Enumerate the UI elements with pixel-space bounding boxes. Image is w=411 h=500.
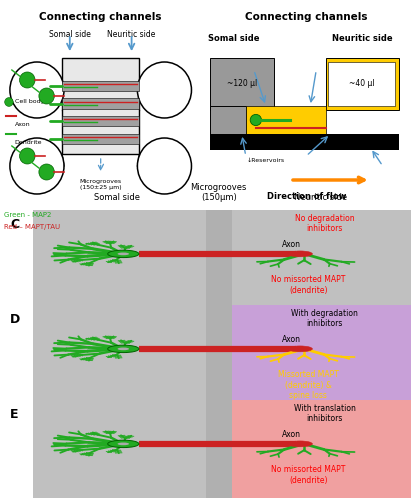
Bar: [62, 98, 139, 109]
Circle shape: [137, 138, 192, 194]
Text: Axon: Axon: [15, 122, 30, 126]
Text: D: D: [10, 313, 21, 326]
Text: No degradation
inhibitors: No degradation inhibitors: [295, 214, 355, 234]
Circle shape: [108, 440, 139, 448]
Bar: [206, 210, 232, 308]
Circle shape: [288, 441, 312, 447]
Bar: [62, 116, 139, 126]
Circle shape: [118, 442, 129, 445]
Bar: [33, 305, 214, 402]
Text: No missorted MAPT
(dendrite): No missorted MAPT (dendrite): [271, 276, 345, 294]
Circle shape: [250, 114, 261, 126]
Text: Axon: Axon: [282, 240, 300, 248]
Bar: [62, 58, 139, 154]
Circle shape: [5, 98, 13, 106]
Text: Missorted MAPT
(dendrite) &
spine loss: Missorted MAPT (dendrite) & spine loss: [278, 370, 339, 400]
Text: With translation
inhibitors: With translation inhibitors: [294, 404, 356, 423]
Text: C: C: [10, 218, 19, 231]
Text: Coverglass: Coverglass: [363, 140, 397, 145]
Text: ~40 µl: ~40 µl: [349, 80, 374, 88]
Text: Green - MAP2: Green - MAP2: [4, 212, 51, 218]
Text: Somal side: Somal side: [94, 193, 140, 202]
Bar: [246, 106, 326, 134]
Text: Red – MAPT/TAU: Red – MAPT/TAU: [4, 224, 60, 230]
Text: Microgrooves
(150µm): Microgrooves (150µm): [190, 183, 247, 202]
Bar: [210, 106, 246, 134]
Text: E: E: [10, 408, 19, 421]
Circle shape: [118, 348, 129, 350]
Circle shape: [20, 148, 35, 164]
Circle shape: [10, 138, 64, 194]
Text: Axon: Axon: [282, 430, 300, 438]
Text: No missorted MAPT
(dendrite): No missorted MAPT (dendrite): [271, 466, 345, 484]
Circle shape: [39, 88, 54, 104]
Text: Microgrooves
(150±25 µm): Microgrooves (150±25 µm): [265, 138, 307, 149]
Bar: [206, 305, 232, 402]
Text: ~120 µl: ~120 µl: [226, 78, 257, 88]
Bar: [62, 134, 139, 144]
Circle shape: [118, 252, 129, 255]
Bar: [62, 81, 139, 91]
Text: Somal side: Somal side: [208, 34, 259, 43]
Bar: [206, 400, 232, 498]
Text: Neuritic side: Neuritic side: [294, 193, 347, 202]
Circle shape: [108, 250, 139, 258]
Bar: [232, 400, 411, 498]
Bar: [328, 62, 395, 106]
Bar: [210, 134, 399, 150]
Bar: [33, 400, 214, 498]
Bar: [326, 58, 399, 110]
Bar: [33, 210, 214, 308]
Text: Cell body: Cell body: [15, 100, 44, 104]
Circle shape: [10, 62, 64, 118]
Bar: [232, 210, 411, 308]
Text: Axon: Axon: [282, 334, 300, 344]
Circle shape: [20, 72, 35, 88]
Text: Microgrooves
(150±25 µm): Microgrooves (150±25 µm): [80, 179, 122, 190]
Circle shape: [137, 62, 192, 118]
Bar: [232, 305, 411, 402]
Bar: [210, 58, 274, 110]
Circle shape: [288, 251, 312, 257]
Text: Neuritic side: Neuritic side: [107, 30, 156, 39]
Circle shape: [108, 345, 139, 352]
Circle shape: [39, 164, 54, 180]
Text: Neuritic side: Neuritic side: [332, 34, 393, 43]
Text: With degradation
inhibitors: With degradation inhibitors: [291, 309, 358, 328]
Text: Somal side: Somal side: [49, 30, 91, 39]
Text: Connecting channels: Connecting channels: [39, 12, 162, 22]
Text: Connecting channels: Connecting channels: [245, 12, 367, 22]
Text: Dendrite: Dendrite: [15, 140, 42, 144]
Text: ↓Reservoirs: ↓Reservoirs: [247, 158, 285, 163]
Text: Direction of flow: Direction of flow: [266, 192, 346, 201]
Circle shape: [288, 346, 312, 352]
